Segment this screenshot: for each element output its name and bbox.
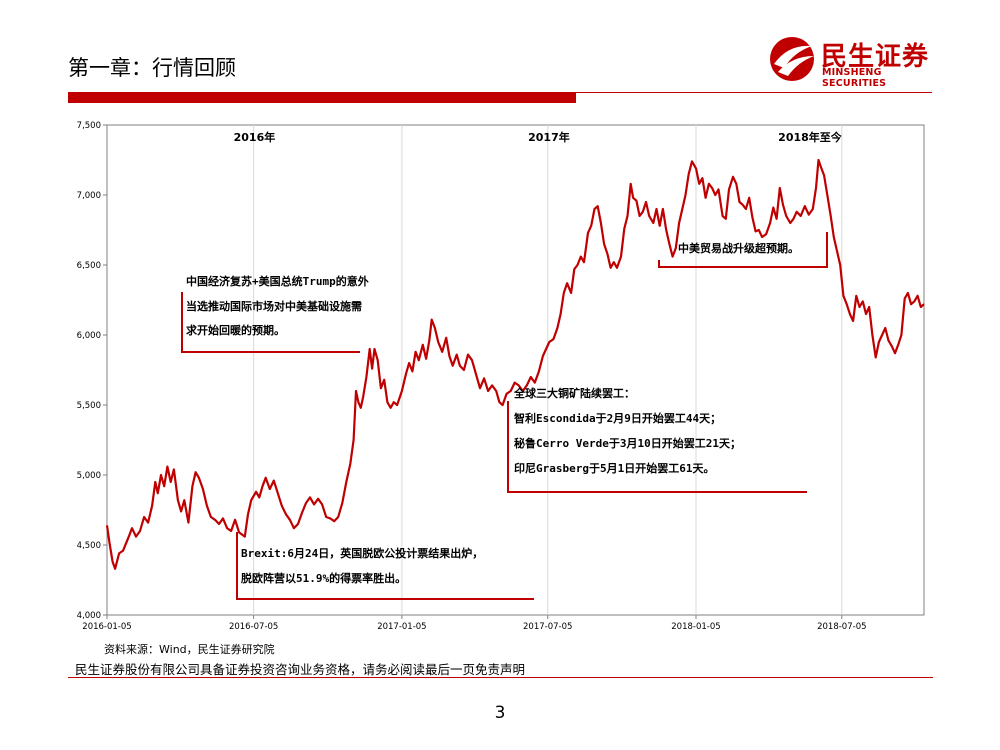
x-tick-label: 2018-07-05 bbox=[817, 622, 866, 632]
disclaimer: 民生证券股份有限公司具备证券投资咨询业务资格，请务必阅读最后一页免责声明 bbox=[75, 662, 526, 677]
annotation-bracket bbox=[236, 532, 534, 600]
annotation-text: 智利Escondida于2月9日开始罢工44天； bbox=[514, 411, 721, 425]
copper-price-line bbox=[105, 158, 925, 570]
annotation-text: 当选推动国际市场对中美基础设施需 bbox=[186, 299, 362, 313]
y-tick-label: 6,500 bbox=[77, 261, 101, 271]
y-tick-label: 4,000 bbox=[77, 611, 101, 621]
y-tick-label: 7,500 bbox=[77, 121, 101, 131]
logo-mark-icon bbox=[770, 37, 814, 81]
annotation-bracket bbox=[507, 401, 807, 493]
header-red-bar bbox=[68, 92, 576, 103]
y-tick-label: 4,500 bbox=[77, 541, 101, 551]
annotation-text: 全球三大铜矿陆续罢工： bbox=[513, 386, 635, 400]
annotation-text: 中美贸易战升级超预期。 bbox=[678, 241, 799, 255]
annotation-text: 脱欧阵营以51.9%的得票率胜出。 bbox=[241, 571, 406, 585]
period-label: 2018年至今 bbox=[778, 130, 843, 144]
x-tick-label: 2016-07-05 bbox=[229, 622, 278, 632]
annotation-text: 中国经济复苏+美国总统Trump的意外 bbox=[186, 274, 369, 288]
annotation-text: 求开始回暖的预期。 bbox=[186, 323, 285, 337]
period-label: 2017年 bbox=[528, 130, 570, 144]
plot-frame bbox=[106, 124, 925, 616]
x-tick-label: 2016-01-05 bbox=[82, 622, 131, 632]
page-title: 第一章：行情回顾 bbox=[68, 56, 236, 80]
minsheng-logo: 民生证券 MINSHENG SECURITIES bbox=[768, 34, 943, 89]
header-thin-rule bbox=[576, 92, 932, 93]
y-tick-label: 5,500 bbox=[77, 401, 101, 411]
x-tick-label: 2018-01-05 bbox=[671, 622, 720, 632]
page-number: 3 bbox=[494, 703, 506, 723]
copper-price-chart: 4,000 4,500 5,000 5,500 6,000 6,500 7,000 7,500… bbox=[62, 112, 942, 642]
source-note: 资料来源：Wind，民生证券研究院 bbox=[104, 643, 275, 656]
period-label: 2016年 bbox=[234, 130, 276, 144]
annotation-bracket bbox=[181, 292, 360, 353]
logo-text-cn: 民生证券 bbox=[821, 42, 930, 72]
x-tick-label: 2017-01-05 bbox=[377, 622, 426, 632]
y-tick-label: 7,000 bbox=[77, 191, 101, 201]
annotation-text: 秘鲁Cerro Verde于3月10日开始罢工21天； bbox=[514, 436, 741, 450]
footer-rule bbox=[68, 677, 933, 678]
chart-svg: 4,000 4,500 5,000 5,500 6,000 6,500 7,000 7,500… bbox=[77, 121, 925, 632]
x-tick-label: 2017-07-05 bbox=[523, 622, 572, 632]
y-tick-label: 6,000 bbox=[77, 331, 101, 341]
y-tick-label: 5,000 bbox=[77, 471, 101, 481]
annotation-bracket bbox=[658, 232, 828, 268]
annotation-text: Brexit:6月24日，英国脱欧公投计票结果出炉， bbox=[241, 546, 483, 560]
logo-text-en: MINSHENG SECURITIES bbox=[822, 67, 887, 89]
annotation-text: 印尼Grasberg于5月1日开始罢工61天。 bbox=[514, 461, 714, 475]
